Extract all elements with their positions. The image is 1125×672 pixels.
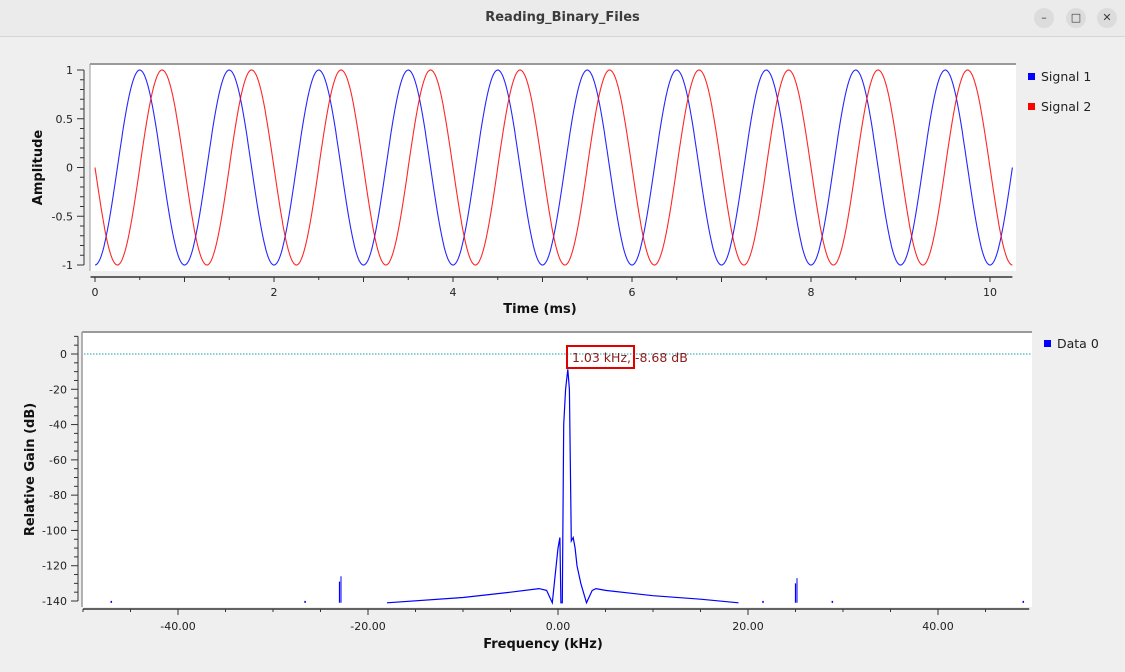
legend-item-data-0[interactable]: Data 0 [1044, 333, 1099, 353]
frequency-domain-plot[interactable]: 0 -20 -40 -60 -80 -100 -120 -140 Relative Gain (… [0, 320, 1125, 672]
time-domain-plot[interactable]: -1 -0.5 0 0.5 1 Amplitude 0 2 4 6 8 10 Time (ms) [0, 37, 1125, 320]
signal-2-swatch [1028, 102, 1035, 110]
svg-text:-0.5: -0.5 [52, 210, 73, 223]
svg-text:0.00: 0.00 [546, 620, 571, 633]
svg-text:4: 4 [450, 286, 457, 299]
data-0-swatch [1044, 339, 1051, 347]
svg-text:8: 8 [808, 286, 815, 299]
close-icon: ✕ [1102, 11, 1112, 24]
maximize-icon: □ [1070, 11, 1082, 24]
svg-text:Amplitude: Amplitude [31, 130, 46, 206]
svg-text:-1: -1 [62, 259, 73, 272]
freq-legend: Data 0 [1044, 333, 1099, 363]
svg-text:1: 1 [66, 64, 73, 77]
legend-item-signal-2[interactable]: Signal 2 [1028, 96, 1091, 116]
svg-text:6: 6 [629, 286, 636, 299]
svg-text:Relative Gain (dB): Relative Gain (dB) [23, 403, 38, 536]
legend-item-signal-1[interactable]: Signal 1 [1028, 66, 1091, 86]
svg-text:-20.00: -20.00 [350, 620, 385, 633]
svg-text:-140: -140 [42, 595, 67, 608]
minimize-icon: – [1041, 11, 1047, 24]
maximize-button[interactable]: □ [1066, 8, 1086, 28]
svg-text:40.00: 40.00 [922, 620, 954, 633]
svg-text:0: 0 [60, 348, 67, 361]
legend-label: Signal 1 [1041, 68, 1092, 84]
title-bar: Reading_Binary_Files – □ ✕ [0, 0, 1125, 37]
svg-text:0.5: 0.5 [56, 113, 74, 126]
svg-text:Frequency (kHz): Frequency (kHz) [483, 637, 603, 652]
svg-text:1.03 kHz, -8.68 dB: 1.03 kHz, -8.68 dB [572, 350, 688, 365]
svg-text:-40.00: -40.00 [160, 620, 195, 633]
svg-text:-100: -100 [42, 524, 67, 537]
svg-text:-120: -120 [42, 560, 67, 573]
svg-text:0: 0 [66, 162, 73, 175]
svg-text:-20: -20 [49, 383, 67, 396]
legend-label: Signal 2 [1041, 98, 1092, 114]
svg-text:20.00: 20.00 [732, 620, 764, 633]
svg-text:2: 2 [271, 286, 278, 299]
legend-label: Data 0 [1057, 335, 1099, 351]
svg-text:Time (ms): Time (ms) [503, 302, 576, 317]
signal-1-swatch [1028, 72, 1035, 80]
svg-text:-40: -40 [49, 419, 67, 432]
svg-text:0: 0 [92, 286, 99, 299]
minimize-button[interactable]: – [1034, 8, 1054, 28]
svg-text:-60: -60 [49, 454, 67, 467]
window-title: Reading_Binary_Files [485, 10, 640, 25]
svg-text:10: 10 [983, 286, 997, 299]
close-button[interactable]: ✕ [1097, 8, 1117, 28]
time-legend: Signal 1 Signal 2 [1028, 66, 1091, 126]
svg-text:-80: -80 [49, 489, 67, 502]
